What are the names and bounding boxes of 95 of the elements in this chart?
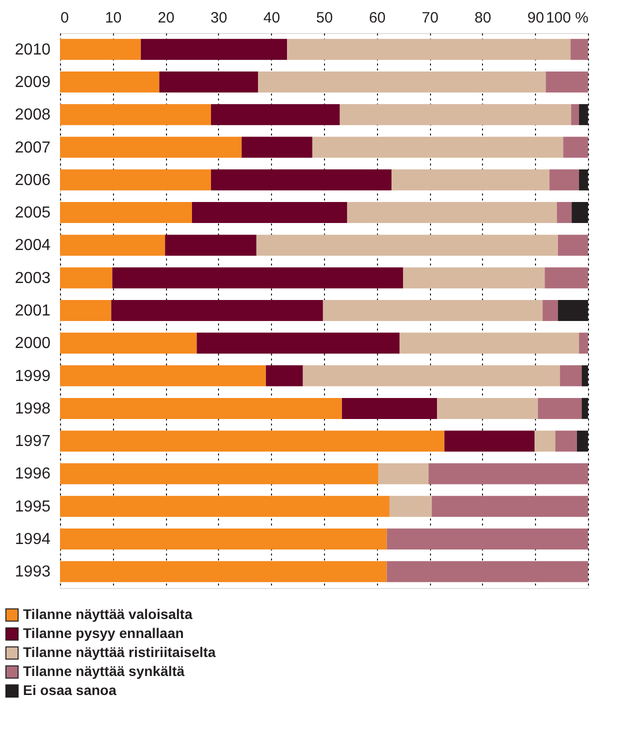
y-tick-label: 1997 [14,433,51,450]
legend-label: Ei osaa sanoa [23,682,117,698]
bar [444,430,535,452]
bar [266,365,303,386]
y-tick-label: 2004 [14,237,51,254]
y-tick-label: 1999 [14,368,51,385]
bar [159,71,258,92]
bar [436,398,538,419]
bar [392,169,550,190]
y-tick-label: 2001 [14,302,51,320]
y-tick-label: 2007 [14,139,51,156]
bar [558,234,588,256]
bar [60,528,387,550]
bar [111,300,323,321]
bar [560,365,582,386]
bar [287,38,571,60]
bar [555,430,577,452]
bar [60,332,197,354]
bar [386,528,588,550]
bar [60,300,112,321]
legend-label: Tilanne näyttää valoisalta [23,606,193,622]
x-tick-label: 50 [316,10,333,26]
bar [340,104,572,126]
bar [538,398,582,419]
y-tick-label: 2009 [14,74,51,91]
bar [556,202,572,224]
bar [242,136,312,158]
bar [211,104,340,126]
x-tick-label: 80 [474,10,492,26]
bar [342,398,437,419]
legend-label: Tilanne pysyy ennallaan [23,625,184,641]
y-tick-label: 1995 [14,498,51,516]
legend-label: Tilanne näyttää synkältä [23,663,185,679]
x-tick-label: 20 [158,10,174,26]
x-tick-label: 0 [60,10,69,26]
bar [60,561,387,582]
bar [60,169,212,190]
bar [60,430,444,452]
y-tick-label: 1994 [14,531,51,548]
bar [60,104,212,126]
bar [400,332,580,354]
bar [60,136,242,158]
bar [60,463,378,484]
y-tick-label: 2006 [14,172,51,189]
bar [60,365,266,386]
bar [196,332,400,354]
bar [211,169,392,190]
bar [378,463,429,484]
y-tick-label: 1998 [14,400,51,418]
y-tick-label: 2000 [14,335,51,352]
bar [165,234,256,256]
bar [542,300,558,321]
x-tick-label: 10 [104,10,122,26]
bar [256,234,558,256]
x-tick-label: 100 % [546,10,588,26]
y-tick-label: 1993 [14,564,51,581]
x-tick-label: 90 [527,10,544,26]
x-tick-label: 70 [422,10,438,26]
bar [563,136,588,158]
bar [112,267,404,288]
bar [322,300,543,321]
x-tick-label: 30 [210,10,228,26]
bar [546,71,588,92]
bar [60,267,112,288]
bar [192,202,348,224]
x-tick-label: 60 [368,10,386,26]
bar [544,267,588,288]
bar [534,430,556,452]
bar [60,71,160,92]
bar [579,332,588,354]
bar [140,38,288,60]
bar [428,463,588,484]
bar [60,496,390,517]
bar [60,398,342,419]
y-tick-label: 2008 [14,106,51,124]
bar [549,169,580,190]
bar [312,136,564,158]
y-tick-label: 2010 [14,41,51,58]
bar [60,202,192,224]
bar [571,104,580,126]
bar [302,365,560,386]
bar [403,267,545,288]
x-tick-label: 40 [263,10,280,26]
bar [386,561,588,582]
y-tick-label: 1996 [14,466,51,483]
bar [432,496,588,517]
y-tick-label: 2003 [14,270,51,287]
bar [258,71,546,92]
bar [570,38,588,60]
bar [60,38,141,60]
bar [389,496,432,517]
legend-label: Tilanne näyttää ristiriitaiselta [23,644,216,660]
bar [60,234,166,256]
bar [347,202,557,224]
y-tick-label: 2005 [14,204,51,222]
